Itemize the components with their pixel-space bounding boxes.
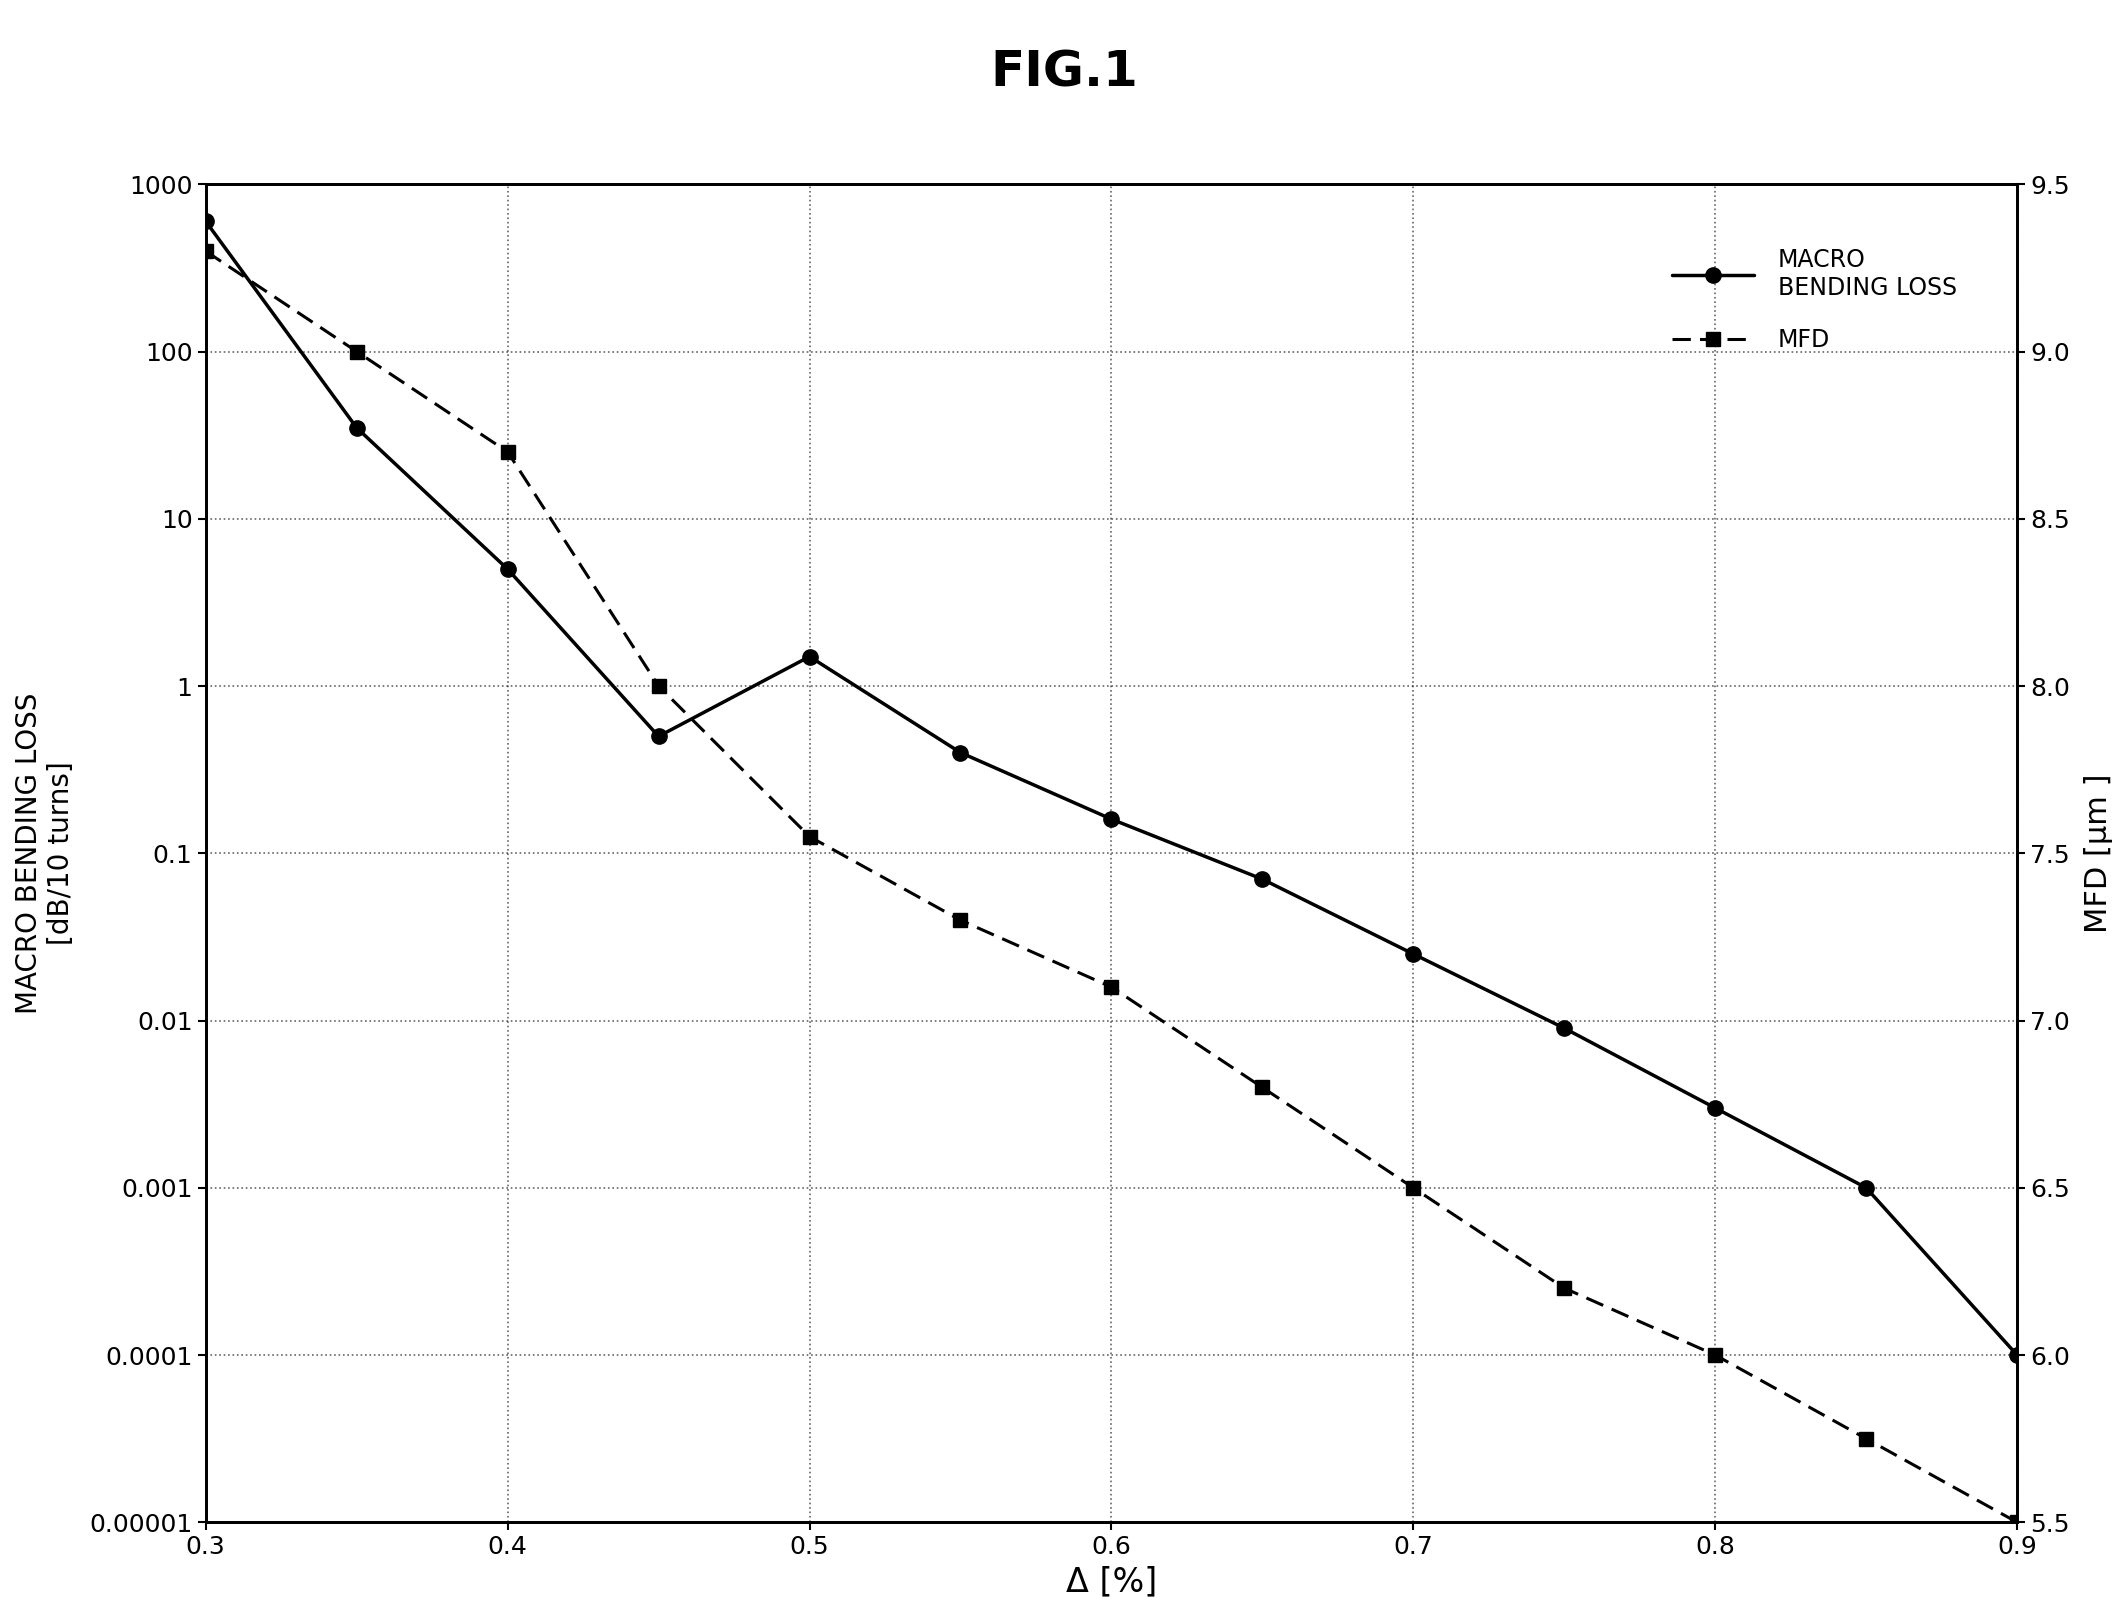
MACRO
BENDING LOSS (645, 727, 670, 747)
X-axis label: Δ [%]: Δ [%] (1066, 1565, 1158, 1598)
MFD (2005, 1513, 2030, 1532)
MACRO
BENDING LOSS (194, 211, 219, 231)
MACRO
BENDING LOSS (1249, 869, 1275, 889)
MFD (194, 242, 219, 261)
MACRO
BENDING LOSS (796, 647, 821, 666)
MFD (496, 442, 521, 461)
Line: MFD: MFD (198, 244, 2024, 1529)
MFD (345, 342, 370, 361)
MFD (1098, 977, 1124, 997)
MACRO
BENDING LOSS (1098, 810, 1124, 829)
MFD (645, 676, 670, 695)
MACRO
BENDING LOSS (947, 744, 972, 763)
MACRO
BENDING LOSS (345, 418, 370, 437)
MFD (1249, 1077, 1275, 1097)
Y-axis label: MACRO BENDING LOSS
[dB/10 turns]: MACRO BENDING LOSS [dB/10 turns] (15, 692, 74, 1015)
MACRO
BENDING LOSS (1853, 1177, 1879, 1197)
Y-axis label: MFD [μm ]: MFD [μm ] (2083, 774, 2113, 932)
Line: MACRO
BENDING LOSS: MACRO BENDING LOSS (198, 215, 2024, 1363)
MACRO
BENDING LOSS (496, 560, 521, 579)
MACRO
BENDING LOSS (1702, 1098, 1728, 1118)
MFD (1853, 1429, 1879, 1448)
MACRO
BENDING LOSS (1551, 1018, 1577, 1037)
MFD (1400, 1177, 1426, 1197)
Legend: MACRO
BENDING LOSS, MFD: MACRO BENDING LOSS, MFD (1660, 235, 1968, 365)
MFD (796, 827, 821, 847)
MACRO
BENDING LOSS (2005, 1345, 2030, 1365)
Text: FIG.1: FIG.1 (990, 48, 1138, 97)
MFD (1551, 1279, 1577, 1298)
MACRO
BENDING LOSS (1400, 944, 1426, 963)
MFD (947, 910, 972, 929)
MFD (1702, 1345, 1728, 1365)
